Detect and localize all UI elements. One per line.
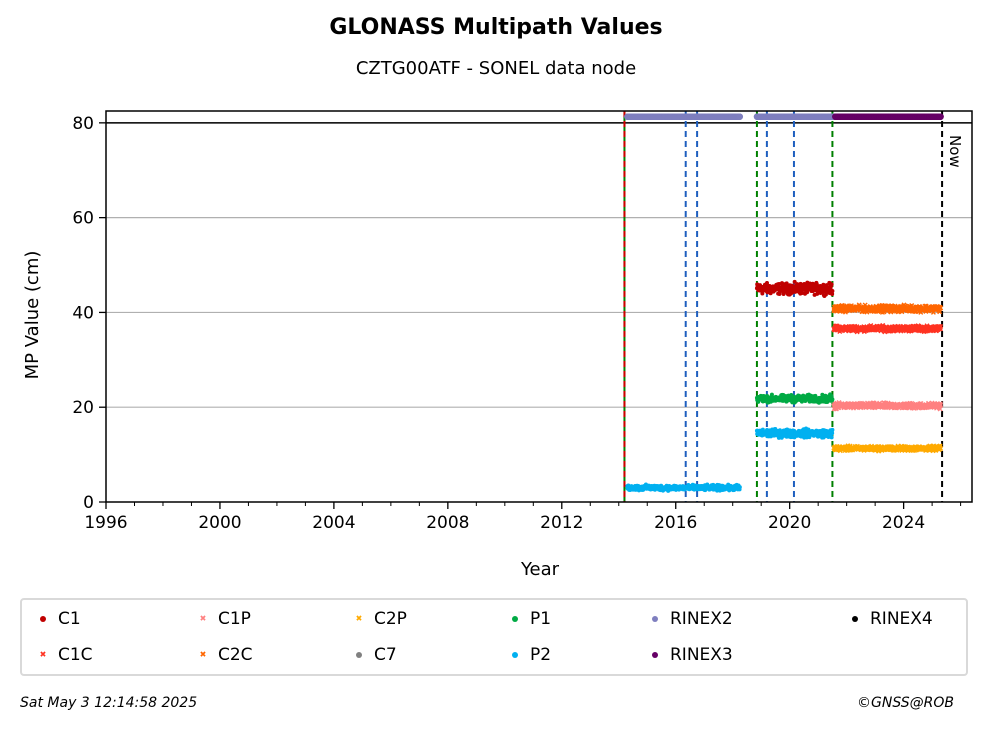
now-label: Now [946, 135, 964, 168]
series-c1p [831, 399, 944, 412]
footer-credit: ©GNSS@ROB [857, 695, 954, 711]
y-tick-label: 60 [72, 209, 94, 229]
data-point [937, 309, 943, 315]
chart-subtitle: CZTG00ATF - SONEL data node [355, 58, 637, 79]
x-tick-label: 2012 [540, 513, 583, 533]
chart-legend: C1 ✖ C1P ✖ C2P P1 RINEX2 RINEX4 ✖ C1C ✖ C2C C7 P2 RINE… [20, 598, 968, 676]
legend-marker [508, 648, 522, 662]
data-point [830, 397, 835, 402]
x-tick-label: 2000 [198, 513, 241, 533]
data-point [937, 113, 944, 120]
legend-marker [848, 612, 862, 626]
y-axis-label: MP Value (cm) [22, 251, 43, 380]
data-point [938, 324, 944, 330]
data-point [736, 113, 744, 120]
data-point [814, 282, 819, 287]
legend-label: P2 [530, 645, 552, 665]
data-point [938, 446, 944, 452]
legend-label: C2C [218, 645, 253, 665]
data-point [792, 279, 797, 284]
series-c2p [831, 443, 944, 454]
data-point [830, 427, 835, 432]
footer-date: Sat May 3 12:14:58 2025 [20, 695, 198, 711]
data-point [830, 291, 835, 296]
legend-item-c1c: ✖ C1C [36, 644, 93, 666]
legend-item-p2: P2 [508, 644, 551, 666]
series-p1 [754, 392, 835, 405]
legend-label: C1C [58, 645, 93, 665]
data-point [937, 406, 943, 412]
legend-item-c2c: ✖ C2C [196, 644, 253, 666]
series-rinex2 [624, 113, 839, 120]
legend-marker [648, 612, 662, 626]
chart-plot: Now 1996 2000 2004 2008 2012 2016 2020 2024 0 20 4… [22, 110, 973, 580]
data-point [737, 485, 742, 490]
legend-item-c1p: ✖ C1P [196, 608, 251, 630]
legend-marker [352, 648, 366, 662]
data-point [938, 305, 944, 311]
legend-label: RINEX3 [670, 645, 733, 665]
legend-label: RINEX2 [670, 609, 733, 629]
data-point [784, 281, 789, 286]
legend-label: C1 [58, 609, 81, 629]
chart-title: GLONASS Multipath Values [329, 15, 663, 40]
legend-item-c1: C1 [36, 608, 81, 630]
legend-item-rinex4: RINEX4 [848, 608, 933, 630]
series-c2c [831, 302, 944, 315]
series-rinex3 [832, 113, 944, 120]
legend-marker: ✖ [39, 650, 47, 659]
legend-label: C7 [374, 645, 397, 665]
legend-marker [648, 648, 662, 662]
data-point [829, 282, 834, 287]
legend-label: C1P [218, 609, 251, 629]
legend-marker [36, 612, 50, 626]
x-tick-label: 2008 [426, 513, 469, 533]
legend-label: C2P [374, 609, 407, 629]
data-point [823, 292, 828, 297]
y-tick-label: 20 [72, 398, 94, 418]
legend-label: P1 [530, 609, 552, 629]
legend-label: RINEX4 [870, 609, 933, 629]
x-tick-label: 2024 [882, 513, 925, 533]
x-axis-label: Year [520, 559, 560, 580]
legend-item-c7: C7 [352, 644, 397, 666]
series-c1 [754, 279, 835, 299]
data-point [830, 288, 835, 293]
data-point [829, 435, 834, 440]
series-c1c [831, 322, 944, 335]
legend-marker: ✖ [355, 614, 363, 623]
legend-item-rinex3: RINEX3 [648, 644, 733, 666]
legend-marker [508, 612, 522, 626]
legend-marker: ✖ [199, 614, 207, 623]
legend-item-c2p: ✖ C2P [352, 608, 407, 630]
y-tick-label: 40 [72, 303, 94, 323]
series-p2 [625, 426, 835, 493]
data-point [938, 402, 944, 408]
x-tick-label: 2004 [312, 513, 355, 533]
x-tick-label: 1996 [84, 513, 127, 533]
legend-marker: ✖ [199, 650, 207, 659]
y-tick-label: 80 [72, 114, 94, 134]
legend-item-rinex2: RINEX2 [648, 608, 733, 630]
x-tick-label: 2016 [654, 513, 697, 533]
data-point [760, 291, 765, 296]
legend-item-p1: P1 [508, 608, 551, 630]
x-tick-label: 2020 [768, 513, 811, 533]
y-tick-label: 0 [83, 493, 94, 513]
